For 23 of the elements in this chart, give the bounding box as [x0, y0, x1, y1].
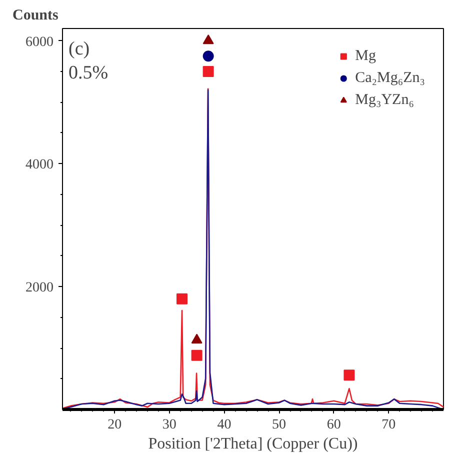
x-tick-label: 20 — [108, 418, 122, 432]
legend-label: Mg₃YZn₆ — [355, 92, 414, 108]
x-tick-label: 60 — [326, 418, 341, 432]
y-tick-label: 2000 — [26, 280, 54, 296]
annotation: (c) — [68, 38, 90, 60]
point — [344, 370, 355, 381]
x-tick-label: 70 — [382, 418, 396, 432]
point — [202, 50, 214, 62]
legend-label: Mg — [355, 48, 376, 64]
x-tick-label: 50 — [272, 418, 286, 432]
annotation: 0.5% — [68, 62, 108, 84]
point — [202, 34, 214, 44]
x-axis-title: Position ['2Theta] (Copper (Cu)) — [148, 436, 358, 452]
point — [191, 334, 202, 344]
point — [191, 350, 202, 361]
point — [202, 66, 214, 78]
x-tick-label: 30 — [162, 418, 176, 432]
y-axis-title: Counts — [12, 8, 59, 24]
y-tick-label: 6000 — [26, 34, 54, 50]
point — [176, 293, 188, 304]
legend-label: Ca₂Mg₆Zn₃ — [355, 70, 425, 86]
x-tick-label: 40 — [217, 418, 232, 432]
y-tick-label: 4000 — [26, 158, 54, 173]
